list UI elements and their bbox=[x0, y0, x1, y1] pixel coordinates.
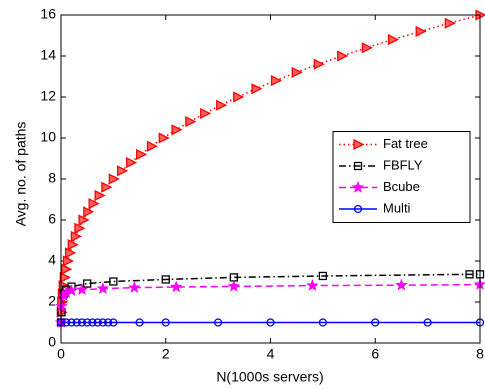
marker bbox=[444, 17, 456, 29]
y-tick-label: 4 bbox=[48, 252, 56, 268]
marker bbox=[171, 124, 183, 136]
marker bbox=[395, 278, 408, 291]
marker bbox=[291, 66, 303, 78]
marker bbox=[227, 279, 241, 292]
marker bbox=[318, 271, 328, 281]
legend-label: FBFLY bbox=[383, 157, 423, 172]
marker bbox=[96, 281, 110, 295]
y-tick-label: 10 bbox=[40, 129, 56, 145]
marker bbox=[83, 318, 92, 327]
marker bbox=[77, 318, 87, 327]
marker bbox=[109, 277, 118, 286]
legend-label: Fat tree bbox=[383, 136, 428, 151]
marker bbox=[74, 222, 86, 234]
marker bbox=[185, 116, 197, 128]
marker bbox=[83, 279, 92, 288]
marker bbox=[387, 34, 400, 46]
marker bbox=[70, 230, 82, 242]
marker bbox=[415, 25, 427, 37]
marker bbox=[59, 271, 71, 283]
marker bbox=[233, 91, 245, 103]
marker bbox=[62, 318, 71, 327]
marker bbox=[127, 280, 141, 294]
marker bbox=[88, 318, 97, 327]
marker bbox=[136, 148, 148, 160]
marker bbox=[109, 318, 118, 327]
marker bbox=[361, 42, 373, 54]
marker bbox=[65, 284, 78, 297]
y-tick-label: 12 bbox=[40, 88, 56, 104]
marker bbox=[135, 318, 144, 327]
marker bbox=[306, 278, 319, 292]
marker bbox=[266, 318, 275, 327]
marker bbox=[126, 157, 138, 169]
y-tick-label: 16 bbox=[40, 6, 56, 22]
marker bbox=[101, 181, 113, 193]
y-tick-label: 14 bbox=[40, 47, 56, 63]
y-tick-label: 6 bbox=[48, 211, 56, 227]
y-axis-label: Avg. no. of paths bbox=[13, 122, 29, 227]
marker bbox=[423, 318, 432, 327]
legend: Fat tree FBFLY Bcube Multi bbox=[332, 131, 471, 223]
legend-label: Multi bbox=[383, 200, 411, 215]
marker bbox=[337, 50, 349, 62]
marker bbox=[213, 318, 223, 327]
legend-label: Bcube bbox=[383, 179, 420, 194]
legend-marker bbox=[351, 180, 365, 193]
marker bbox=[62, 255, 75, 267]
y-tick-label: 2 bbox=[48, 293, 56, 309]
marker bbox=[169, 280, 183, 293]
marker bbox=[93, 318, 102, 327]
marker bbox=[465, 270, 474, 279]
marker bbox=[216, 99, 228, 111]
marker bbox=[61, 263, 73, 275]
x-tick-label: 4 bbox=[267, 346, 275, 362]
y-tick-label: 8 bbox=[48, 170, 56, 186]
x-tick-label: 0 bbox=[57, 346, 65, 362]
x-tick-label: 6 bbox=[371, 346, 379, 362]
marker bbox=[103, 318, 113, 327]
marker bbox=[371, 318, 380, 327]
y-tick-label: 0 bbox=[48, 334, 56, 350]
marker bbox=[98, 318, 108, 327]
marker bbox=[55, 299, 68, 312]
marker bbox=[108, 173, 120, 185]
marker bbox=[67, 318, 76, 327]
marker bbox=[83, 206, 95, 218]
marker bbox=[117, 165, 129, 177]
marker bbox=[318, 318, 328, 327]
x-tick-label: 2 bbox=[162, 346, 170, 362]
legend-marker bbox=[353, 138, 365, 151]
marker bbox=[75, 282, 89, 296]
marker bbox=[161, 275, 170, 284]
marker bbox=[200, 107, 212, 119]
marker bbox=[67, 239, 79, 251]
marker bbox=[65, 247, 77, 259]
marker bbox=[313, 58, 325, 70]
legend-marker bbox=[353, 204, 363, 214]
marker bbox=[158, 132, 170, 144]
x-axis-label: N(1000s servers) bbox=[216, 369, 323, 385]
x-tick-label: 8 bbox=[476, 346, 484, 362]
marker bbox=[146, 140, 158, 152]
marker bbox=[88, 198, 100, 210]
marker bbox=[72, 318, 81, 327]
marker bbox=[270, 75, 282, 87]
marker bbox=[94, 189, 106, 201]
marker bbox=[78, 214, 90, 226]
marker bbox=[161, 318, 170, 327]
legend-marker bbox=[353, 161, 363, 171]
marker bbox=[251, 83, 263, 95]
axes-box bbox=[60, 14, 481, 344]
